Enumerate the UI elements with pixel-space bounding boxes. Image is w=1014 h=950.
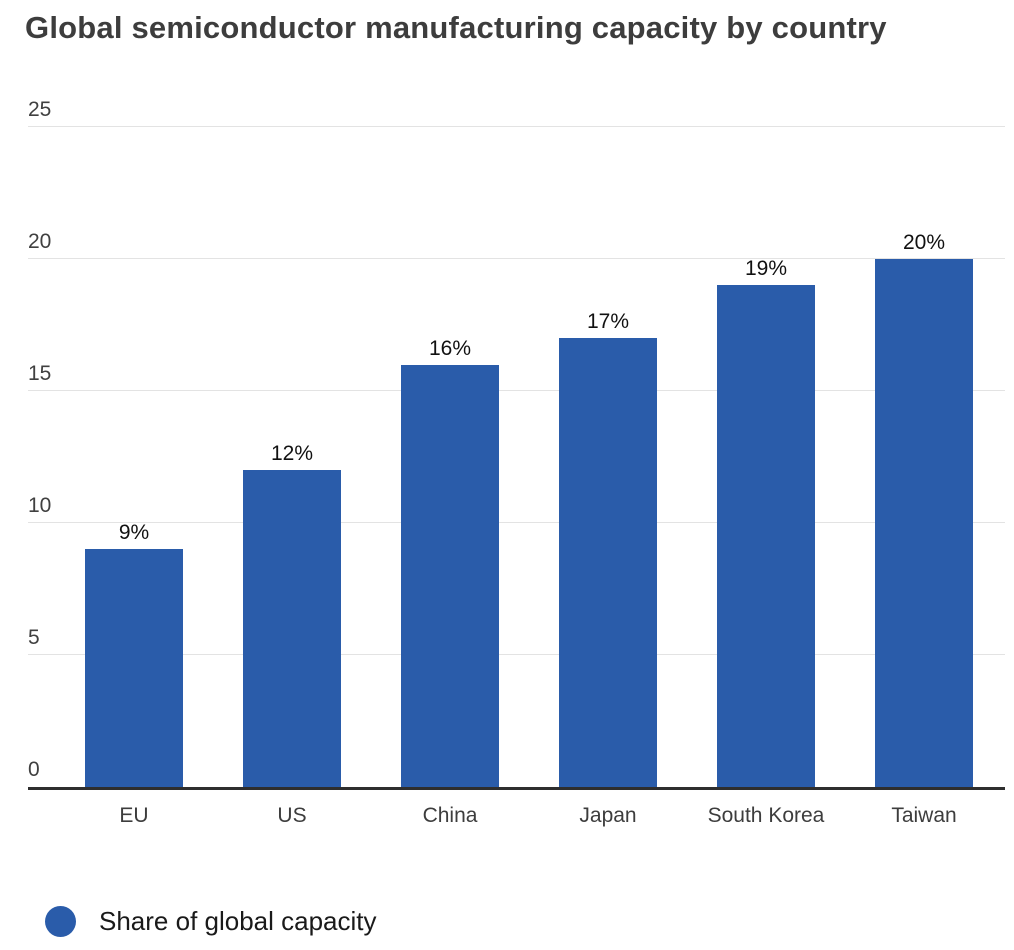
bar (717, 285, 815, 787)
plot-area: 0 5 10 15 20 25 9% EU 12% US 16% China 17% Japan 19% S… (28, 99, 1005, 827)
gridline-20 (28, 258, 1005, 259)
gridline-10 (28, 522, 1005, 523)
x-axis-label: EU (119, 804, 149, 827)
bar (243, 470, 341, 787)
bar-value-label: 9% (118, 521, 150, 545)
bar (85, 549, 183, 787)
y-tick-label-0: 0 (28, 758, 40, 781)
bar-value-label: 20% (902, 231, 946, 254)
bar-value-label: 19% (744, 257, 788, 281)
bar-value-label: 17% (586, 310, 630, 334)
legend-circle-icon (45, 906, 76, 937)
y-tick-label-10: 10 (28, 494, 52, 517)
gridline-15 (28, 390, 1005, 391)
legend: Share of global capacity (45, 906, 377, 937)
bar-group-eu: 9% EU (55, 127, 213, 827)
bar-group-china: 16% China (371, 127, 529, 827)
x-axis-label: Japan (579, 804, 637, 827)
bar-group-taiwan: 20% Taiwan (845, 127, 1003, 827)
x-axis-label: South Korea (707, 804, 825, 827)
x-axis-label: China (422, 804, 478, 827)
bar-value-label: 12% (270, 442, 314, 466)
bar-group-japan: 17% Japan (529, 127, 687, 827)
bar (875, 259, 973, 787)
x-axis-label: US (277, 804, 307, 827)
legend-label: Share of global capacity (99, 906, 377, 936)
bar-group-us: 12% US (213, 127, 371, 827)
gridline-5 (28, 654, 1005, 655)
gridline-25 (28, 126, 1005, 127)
chart-title: Global semiconductor manufacturing capac… (25, 10, 887, 45)
bars-layer: 9% EU 12% US 16% China 17% Japan 19% South Korea 2… (55, 127, 1003, 827)
bar (401, 364, 499, 787)
bar (559, 338, 657, 787)
bar-group-south-korea: 19% South Korea (687, 127, 845, 827)
y-tick-label-5: 5 (28, 626, 40, 649)
y-tick-label-25: 25 (28, 98, 52, 121)
x-axis-label: Taiwan (891, 804, 957, 827)
x-axis-line (28, 787, 1005, 790)
y-tick-label-20: 20 (28, 230, 52, 253)
bar-value-label: 16% (428, 336, 472, 360)
y-tick-label-15: 15 (28, 362, 52, 385)
